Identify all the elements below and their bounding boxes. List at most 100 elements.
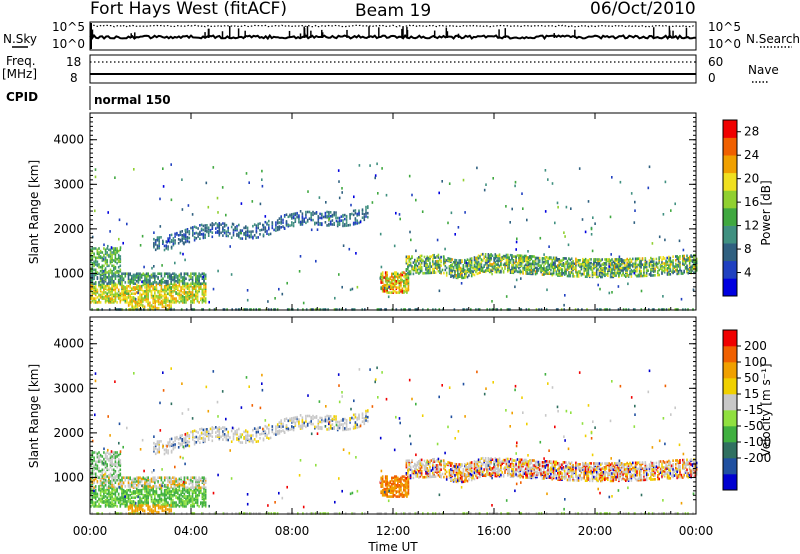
power-echo-cell xyxy=(448,182,451,185)
power-echo-cell xyxy=(175,283,177,287)
power-echo-cell xyxy=(102,258,105,261)
power-echo-cell xyxy=(580,265,583,268)
power-echo-cell xyxy=(530,257,533,261)
nsearch-line xyxy=(89,24,697,28)
power-echo-cell xyxy=(220,231,222,235)
power-echo-cell xyxy=(132,278,135,282)
power-echo-cell xyxy=(682,257,684,260)
power-echo-cell xyxy=(392,290,395,293)
power-echo-cell xyxy=(335,219,338,223)
power-echo-cell xyxy=(392,276,395,279)
power-echo-cell xyxy=(345,224,348,227)
power-echo-cell xyxy=(526,218,528,222)
power-echo-cell xyxy=(665,264,667,268)
power-echo-cell xyxy=(575,262,577,266)
velocity-echo-cell xyxy=(167,496,169,499)
power-echo-cell xyxy=(516,265,519,269)
power-echo-cell xyxy=(168,289,171,293)
power-echo-cell xyxy=(497,257,499,260)
power-echo-cell xyxy=(186,237,189,240)
power-echo-cell xyxy=(305,213,307,217)
power-echo-cell xyxy=(527,272,530,275)
power-echo-cell xyxy=(389,277,392,281)
velocity-echo-cell xyxy=(170,481,172,484)
freq-strip: Freq. [MHz] 18 8 60 0 Nave xyxy=(2,54,779,85)
power-echo-cell xyxy=(170,245,173,249)
power-echo-cell xyxy=(598,269,601,272)
power-echo-cell xyxy=(222,222,224,225)
velocity-echo-cell xyxy=(109,461,112,465)
power-echo-cell xyxy=(570,257,573,260)
power-echo-cell xyxy=(94,281,97,284)
power-echo-cell xyxy=(195,231,198,235)
power-echo-cell xyxy=(292,215,295,218)
power-echo-cell xyxy=(114,265,117,269)
power-echo-cell xyxy=(93,268,95,272)
velocity-echo-cell xyxy=(122,502,125,506)
velocity-echo-cell xyxy=(116,505,118,508)
power-echo-cell xyxy=(462,276,465,280)
power-echo-cell xyxy=(114,298,117,302)
power-echo-cell xyxy=(99,273,102,277)
power-echo-cell xyxy=(494,260,497,264)
power-echo-cell xyxy=(518,256,520,260)
power-echo-cell xyxy=(137,272,140,275)
power-echo-cell xyxy=(625,266,627,270)
velocity-echo-cell xyxy=(196,500,199,503)
power-echo-cell xyxy=(126,301,128,304)
power-echo-cell xyxy=(557,258,559,261)
power-echo-cell xyxy=(518,270,520,274)
velocity-echo-cell xyxy=(178,493,181,497)
power-echo-cell xyxy=(546,288,548,292)
power-echo-cell xyxy=(136,301,138,304)
power-echo-cell xyxy=(163,288,166,292)
power-echo-cell xyxy=(525,257,527,260)
power-echo-cell xyxy=(520,259,523,263)
velocity-echo-cell xyxy=(181,480,184,483)
velocity-echo-cell xyxy=(122,481,125,484)
power-echo-cell xyxy=(416,271,419,274)
power-echo-cell xyxy=(93,301,95,304)
velocity-echo-cell xyxy=(186,476,189,479)
power-echo-cell xyxy=(488,255,491,259)
power-echo-cell xyxy=(568,266,570,269)
power-echo-cell xyxy=(162,167,164,170)
power-echo-cell xyxy=(633,262,635,266)
power-echo-cell xyxy=(394,281,396,284)
power-echo-cell xyxy=(683,263,685,266)
power-echo-cell xyxy=(91,261,94,265)
power-echo-cell xyxy=(438,191,440,195)
power-echo-cell xyxy=(183,288,186,292)
power-echo-cell xyxy=(475,268,477,271)
velocity-echo-cell xyxy=(127,500,130,503)
power-echo-cell xyxy=(312,210,314,214)
power-echo-cell xyxy=(566,274,569,278)
power-echo-cell xyxy=(169,240,171,244)
power-echo-cell xyxy=(461,274,463,277)
power-echo-cell xyxy=(93,297,95,300)
power-echo-cell xyxy=(308,217,311,220)
power-echo-cell xyxy=(140,296,143,299)
power-echo-cell xyxy=(515,248,517,251)
power-echo-cell xyxy=(94,263,97,266)
power-echo-cell xyxy=(351,287,354,291)
velocity-echo-cell xyxy=(104,465,107,469)
power-echo-cell xyxy=(113,259,115,262)
power-echo-cell xyxy=(534,259,537,262)
power-echo-cell xyxy=(554,256,556,260)
power-echo-cell xyxy=(324,221,327,224)
power-echo-cell xyxy=(584,230,587,234)
velocity-echo-cell xyxy=(94,503,97,507)
power-echo-cell xyxy=(163,301,165,305)
velocity-echo-cell xyxy=(106,457,108,461)
velocity-echo-cell xyxy=(90,500,92,503)
velocity-echo-cell xyxy=(129,501,131,504)
power-echo-cell xyxy=(223,231,226,235)
power-echo-cell xyxy=(218,234,221,237)
power-echo-cell xyxy=(190,301,192,304)
power-echo-cell xyxy=(537,259,540,262)
power-echo-cell xyxy=(484,259,487,262)
velocity-echo-cell xyxy=(136,505,138,508)
power-echo-cell xyxy=(119,255,122,258)
power-echo-cell xyxy=(354,221,357,224)
